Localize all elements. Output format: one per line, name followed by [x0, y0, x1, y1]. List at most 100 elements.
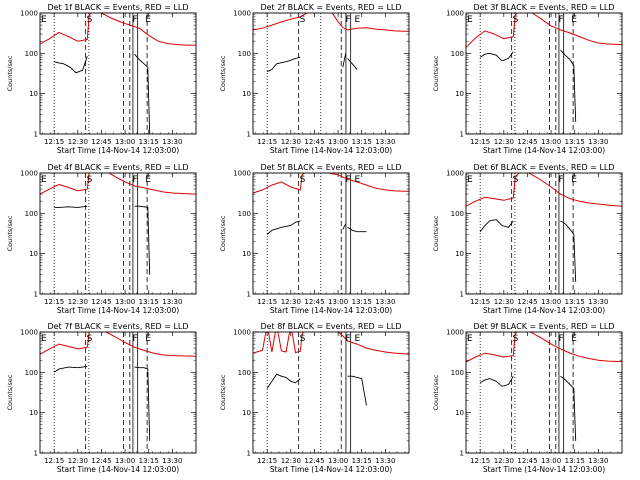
- x-tick-label: 12:15: [257, 298, 277, 306]
- x-axis-label: Start Time (14-Nov-14 12:03:00): [483, 146, 605, 155]
- y-tick-label: 1: [460, 450, 464, 458]
- y-tick-label: 10: [242, 409, 251, 417]
- chart-panel-3: Det 3f BLACK = Events, RED = LLD Counts/s…: [432, 3, 623, 155]
- y-tick-label: 1000: [233, 170, 251, 178]
- marker-letter: S: [300, 175, 306, 185]
- x-axis-label: Start Time (14-Nov-14 12:03:00): [57, 465, 179, 474]
- marker-letter: S: [300, 15, 306, 25]
- events-series-line: [479, 219, 577, 282]
- x-tick-label: 13:30: [588, 298, 608, 306]
- chart-panel-4: Det 4f BLACK = Events, RED = LLD Counts/s…: [6, 163, 197, 315]
- y-tick-label: 1000: [20, 170, 38, 178]
- x-tick-label: 13:00: [328, 138, 348, 146]
- y-axis-label: Counts/sec: [432, 215, 440, 251]
- x-tick-label: 12:15: [44, 457, 64, 465]
- y-tick-label: 100: [25, 210, 38, 218]
- plot-frame: [465, 172, 623, 295]
- x-tick-label: 12:45: [304, 457, 324, 465]
- x-tick-label: 12:15: [470, 457, 490, 465]
- marker-letter: F: [132, 15, 137, 25]
- lld-series-line: [466, 332, 622, 363]
- events-series-line: [479, 375, 577, 441]
- marker-letter: S: [87, 334, 93, 344]
- chart-title: Det 5f BLACK = Events, RED = LLD: [260, 163, 401, 172]
- x-tick-label: 13:15: [565, 298, 585, 306]
- y-axis-label: Counts/sec: [432, 55, 440, 91]
- x-axis-label: Start Time (14-Nov-14 12:03:00): [270, 306, 392, 315]
- x-tick-label: 13:15: [352, 298, 372, 306]
- y-tick-label: 1: [34, 291, 38, 299]
- y-tick-label: 100: [238, 50, 251, 58]
- marker-letter: E: [145, 334, 151, 344]
- y-tick-label: 10: [242, 90, 251, 98]
- chart-panel-5: Det 5f BLACK = Events, RED = LLD Counts/s…: [219, 163, 410, 315]
- x-axis-label: Start Time (14-Nov-14 12:03:00): [483, 306, 605, 315]
- y-tick-label: 1: [247, 450, 251, 458]
- plot-frame: [252, 331, 410, 454]
- x-tick-label: 13:30: [588, 457, 608, 465]
- chart-title: Det 9f BLACK = Events, RED = LLD: [473, 322, 614, 331]
- y-tick-label: 1: [34, 450, 38, 458]
- y-tick-label: 1: [247, 291, 251, 299]
- marker-letter: E: [354, 15, 360, 25]
- x-tick-label: 12:15: [257, 138, 277, 146]
- y-tick-label: 1000: [446, 10, 464, 18]
- y-tick-label: 1000: [446, 170, 464, 178]
- marker-letter: E: [354, 334, 360, 344]
- y-tick-label: 100: [451, 369, 464, 377]
- marker-letter: E: [467, 175, 473, 185]
- chart-title: Det 2f BLACK = Events, RED = LLD: [260, 3, 401, 12]
- marker-letter: S: [87, 15, 93, 25]
- x-tick-label: 12:30: [281, 298, 301, 306]
- chart-title: Det 3f BLACK = Events, RED = LLD: [473, 3, 614, 12]
- x-tick-label: 12:45: [517, 138, 537, 146]
- y-tick-label: 100: [25, 50, 38, 58]
- x-tick-label: 12:30: [494, 298, 514, 306]
- marker-letter: F: [345, 334, 350, 344]
- x-tick-label: 12:30: [281, 457, 301, 465]
- y-axis-label: Counts/sec: [6, 215, 14, 251]
- y-tick-label: 100: [238, 369, 251, 377]
- x-tick-label: 13:30: [375, 138, 395, 146]
- x-axis-label: Start Time (14-Nov-14 12:03:00): [270, 465, 392, 474]
- events-series-line: [54, 53, 151, 134]
- marker-letter: S: [87, 175, 93, 185]
- lld-series-line: [40, 13, 196, 46]
- x-tick-label: 12:15: [470, 138, 490, 146]
- marker-letter: E: [145, 15, 151, 25]
- marker-letter: S: [300, 334, 306, 344]
- plot-frame: [39, 172, 197, 295]
- y-tick-label: 1000: [446, 329, 464, 337]
- y-tick-label: 100: [238, 210, 251, 218]
- x-tick-label: 13:30: [162, 298, 182, 306]
- lld-series-line: [40, 173, 196, 195]
- x-tick-label: 13:15: [352, 457, 372, 465]
- x-tick-label: 13:30: [162, 457, 182, 465]
- y-tick-label: 10: [29, 250, 38, 258]
- y-axis-label: Counts/sec: [6, 374, 14, 410]
- chart-panel-6: Det 6f BLACK = Events, RED = LLD Counts/s…: [432, 163, 623, 315]
- chart-title: Det 6f BLACK = Events, RED = LLD: [473, 163, 614, 172]
- y-tick-label: 100: [25, 369, 38, 377]
- chart-title: Det 4f BLACK = Events, RED = LLD: [47, 163, 188, 172]
- plot-frame: [465, 331, 623, 454]
- marker-letter: F: [132, 175, 137, 185]
- y-tick-label: 10: [242, 250, 251, 258]
- lld-series-line: [253, 332, 409, 355]
- x-tick-label: 13:30: [375, 457, 395, 465]
- y-tick-label: 1: [460, 131, 464, 139]
- x-tick-label: 13:00: [328, 457, 348, 465]
- y-axis-label: Counts/sec: [219, 55, 227, 91]
- x-tick-label: 13:15: [352, 138, 372, 146]
- marker-letter: E: [145, 175, 151, 185]
- x-tick-label: 13:15: [565, 138, 585, 146]
- lld-series-line: [40, 332, 196, 357]
- chart-panel-9: Det 9f BLACK = Events, RED = LLD Counts/s…: [432, 322, 623, 474]
- y-tick-label: 1: [460, 291, 464, 299]
- x-tick-label: 12:45: [517, 298, 537, 306]
- y-axis-label: Counts/sec: [6, 55, 14, 91]
- marker-letter: E: [571, 175, 577, 185]
- x-tick-label: 12:45: [91, 298, 111, 306]
- plot-frame: [465, 12, 623, 135]
